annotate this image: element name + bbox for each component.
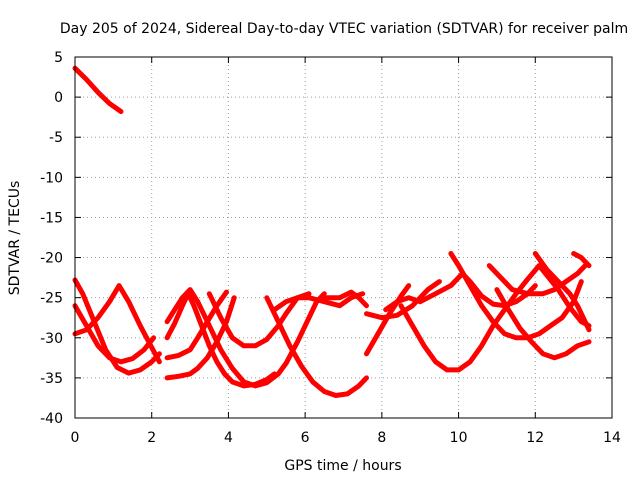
y-tick-label-9: -40 bbox=[40, 411, 63, 427]
series-arc13 bbox=[364, 283, 412, 357]
y-tick-label-5: -20 bbox=[40, 251, 63, 267]
x-tick-label-4: 8 bbox=[377, 430, 386, 446]
y-tick-label-1: 0 bbox=[54, 90, 63, 106]
series-arc11 bbox=[264, 295, 369, 398]
x-tick-label-6: 12 bbox=[526, 430, 544, 446]
series-arc18 bbox=[486, 263, 588, 297]
y-tick-label-6: -25 bbox=[40, 291, 63, 307]
series-arc1 bbox=[72, 65, 124, 115]
series-arc12 bbox=[321, 289, 369, 309]
y-tick-label-3: -10 bbox=[40, 170, 63, 186]
series-arc8 bbox=[164, 287, 327, 389]
series-arc20 bbox=[532, 251, 592, 333]
series-arc7 bbox=[164, 291, 277, 389]
grid bbox=[75, 57, 612, 418]
series-arc9 bbox=[206, 291, 312, 349]
x-tick-label-0: 0 bbox=[71, 430, 80, 446]
series-arc16 bbox=[398, 263, 592, 373]
plot-frame bbox=[74, 56, 613, 419]
series-arc10 bbox=[272, 291, 366, 313]
y-tick-label-8: -35 bbox=[40, 371, 63, 387]
series-group bbox=[72, 65, 592, 398]
ticks: 0 2 4 6 8 10 12 14 5 0 -5 -10 -15 -20 -25 -30 -35 -40 bbox=[40, 50, 621, 446]
series-arc17 bbox=[448, 251, 584, 341]
y-tick-label-4: -15 bbox=[40, 210, 63, 226]
x-tick-label-7: 14 bbox=[603, 430, 621, 446]
y-tick-label-2: -5 bbox=[49, 130, 63, 146]
y-axis-label: SDTVAR / TECUs bbox=[7, 181, 23, 296]
series-arc19 bbox=[494, 287, 592, 361]
series-arc4 bbox=[72, 283, 162, 365]
series-arc21 bbox=[571, 251, 592, 269]
series-arc3 bbox=[72, 277, 162, 376]
chart-title: Day 205 of 2024, Sidereal Day-to-day VTE… bbox=[60, 21, 628, 37]
x-tick-label-2: 4 bbox=[224, 430, 233, 446]
x-tick-label-3: 6 bbox=[301, 430, 310, 446]
x-tick-label-5: 10 bbox=[450, 430, 468, 446]
x-axis-label: GPS time / hours bbox=[284, 458, 401, 474]
y-tick-label-7: -30 bbox=[40, 331, 63, 347]
y-tick-label-0: 5 bbox=[54, 50, 63, 66]
x-tick-label-1: 2 bbox=[147, 430, 156, 446]
